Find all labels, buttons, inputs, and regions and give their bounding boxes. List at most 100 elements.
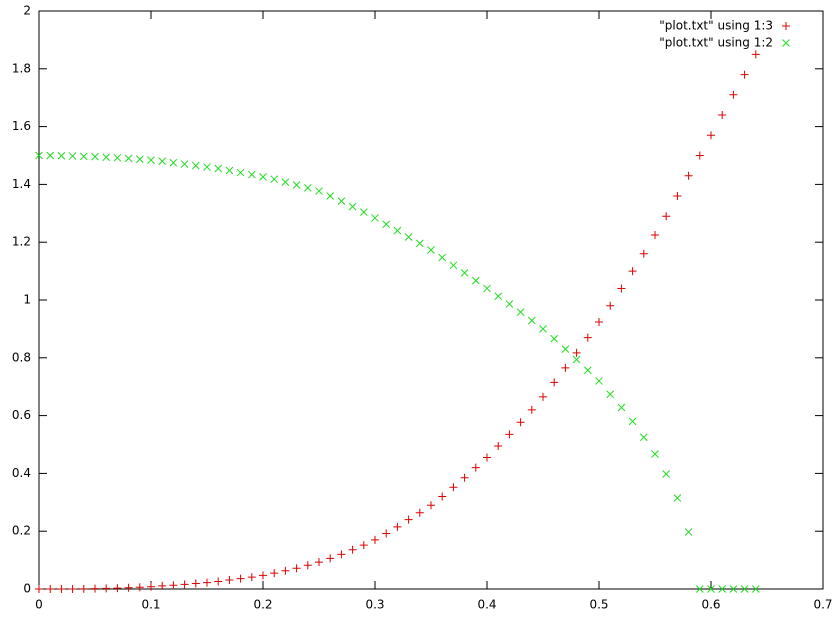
legend-marker: [782, 39, 790, 47]
point: [281, 566, 290, 575]
point: [135, 583, 144, 592]
point: [113, 153, 122, 162]
point: [203, 163, 211, 171]
legend-label: "plot.txt" using 1:2: [659, 36, 773, 50]
point: [415, 508, 424, 517]
point: [494, 292, 503, 301]
x-tick-label: 0.2: [253, 598, 272, 612]
point: [292, 181, 301, 189]
point: [483, 453, 491, 462]
point: [46, 585, 55, 593]
point: [337, 550, 346, 559]
y-tick-label: 1: [23, 293, 31, 307]
point: [259, 173, 267, 181]
point: [438, 492, 447, 501]
point: [124, 583, 133, 592]
x-tick-label: 0.1: [141, 598, 160, 612]
point: [606, 301, 615, 310]
legend-marker: [782, 22, 790, 30]
point: [651, 230, 659, 239]
point: [147, 582, 155, 591]
point: [236, 168, 245, 177]
point: [404, 515, 413, 524]
point: [158, 581, 167, 590]
x-tick-label: 0.4: [477, 598, 496, 612]
point: [718, 585, 727, 593]
point: [382, 220, 391, 229]
point: [561, 363, 570, 372]
point: [35, 151, 43, 160]
point: [359, 541, 368, 550]
point: [684, 528, 693, 536]
point: [102, 584, 111, 593]
y-tick-label: 0.2: [12, 524, 31, 538]
point: [427, 501, 435, 510]
point: [651, 450, 659, 458]
point: [225, 166, 234, 175]
point: [707, 585, 715, 593]
point: [572, 348, 581, 357]
point: [505, 430, 514, 439]
point: [35, 585, 43, 593]
y-tick-label: 0.4: [12, 466, 31, 480]
point: [527, 316, 536, 325]
x-tick-label: 0.6: [701, 598, 720, 612]
point: [91, 152, 99, 161]
point: [124, 154, 133, 163]
point: [57, 585, 66, 593]
point: [740, 70, 749, 79]
point: [751, 585, 760, 593]
point: [729, 585, 738, 593]
point: [247, 573, 256, 582]
point: [191, 579, 200, 588]
point: [516, 418, 525, 427]
point: [135, 155, 144, 164]
point: [471, 463, 480, 472]
point: [281, 178, 290, 186]
y-tick-label: 1.4: [12, 177, 31, 191]
point: [595, 317, 603, 326]
point: [460, 473, 469, 482]
point: [539, 392, 547, 401]
point: [617, 403, 626, 412]
point: [315, 558, 323, 567]
point: [203, 578, 211, 587]
point: [303, 184, 312, 192]
point: [561, 345, 570, 353]
point: [505, 300, 514, 308]
point: [695, 585, 704, 593]
x-tick-label: 0.3: [365, 598, 384, 612]
point: [707, 131, 715, 140]
point: [729, 90, 738, 99]
point: [639, 249, 648, 258]
point: [483, 284, 491, 293]
point: [740, 585, 749, 593]
point: [662, 212, 671, 221]
point: [348, 545, 357, 554]
point: [438, 253, 447, 262]
point: [180, 160, 189, 169]
point: [539, 325, 547, 333]
point: [225, 576, 234, 585]
point: [247, 170, 256, 179]
point: [460, 268, 469, 277]
point: [718, 111, 727, 120]
point: [79, 152, 88, 161]
point: [639, 433, 648, 442]
point: [303, 561, 312, 570]
point: [494, 441, 503, 450]
point: [270, 175, 279, 184]
point: [516, 308, 525, 316]
point: [371, 214, 379, 222]
point: [684, 171, 693, 180]
point: [617, 284, 626, 293]
point: [550, 378, 559, 387]
point: [214, 164, 223, 173]
y-tick-label: 0.6: [12, 408, 31, 422]
point: [595, 377, 603, 385]
point: [695, 151, 704, 160]
point: [751, 50, 760, 59]
point: [46, 151, 55, 160]
point: [471, 276, 480, 285]
